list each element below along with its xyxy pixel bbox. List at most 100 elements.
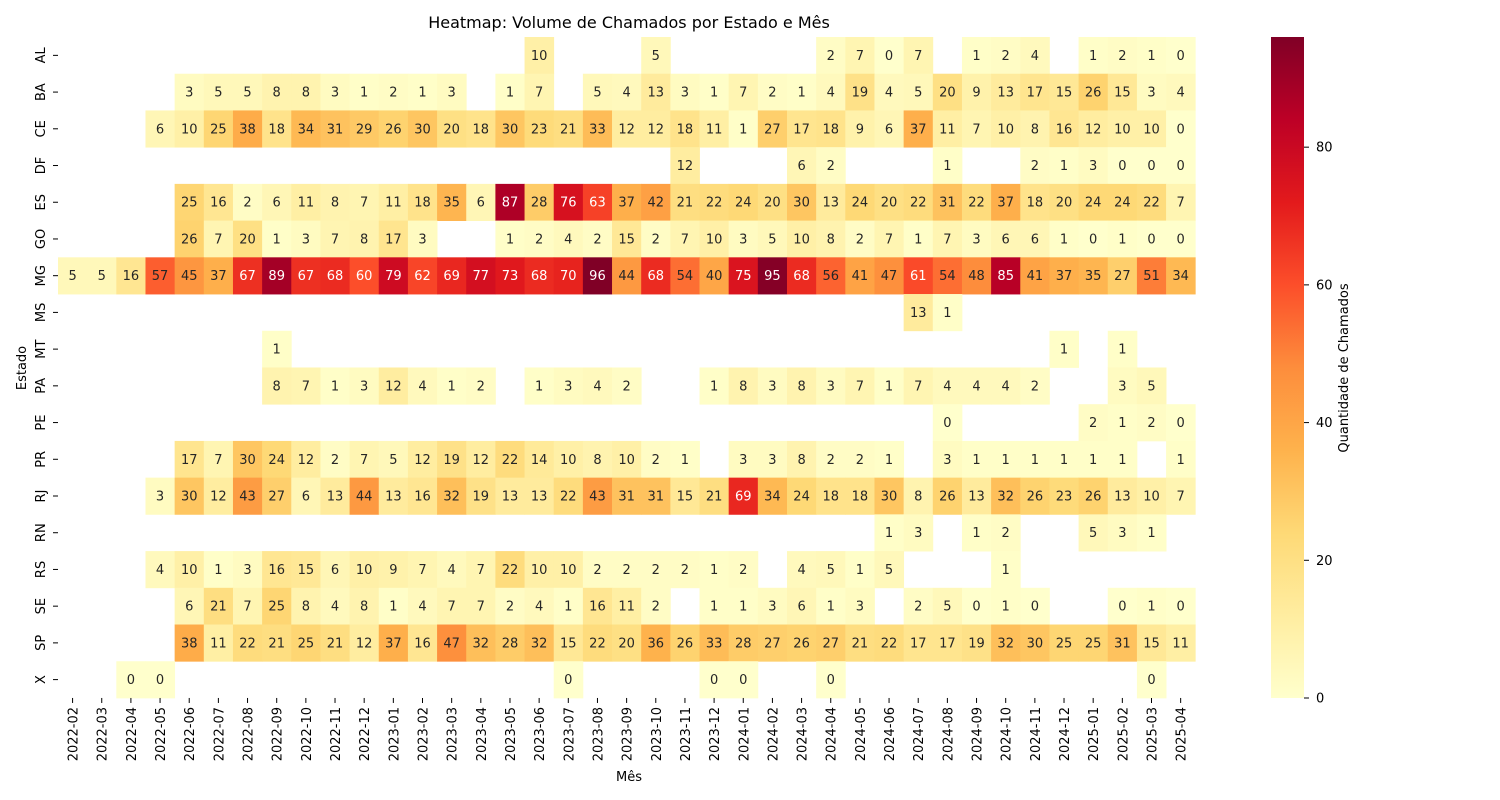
heatmap-cell [262,440,292,479]
cell-value-label: 24 [793,490,810,505]
heatmap-cell [1020,257,1050,295]
heatmap-cell [641,440,671,479]
cell-value-label: 7 [214,232,222,247]
heatmap-cell [816,110,846,148]
heatmap-cell [1136,624,1167,662]
heatmap-cell [320,73,350,111]
cell-value-label: 2 [1002,526,1010,541]
heatmap-cell [903,257,934,295]
heatmap-cell [349,183,380,221]
heatmap-cell [991,220,1021,258]
heatmap-cell [816,587,846,625]
heatmap-cell [961,367,992,405]
cell-value-label: 25 [298,636,315,651]
cell-value-label: 3 [739,453,747,468]
heatmap-cell [145,257,176,295]
heatmap-cell [932,220,963,258]
cell-value-label: 1 [1089,49,1097,64]
y-tick-label: SP [34,635,49,651]
cell-value-label: 17 [793,122,810,137]
cell-value-label: 9 [856,122,864,137]
cell-value-label: 22 [589,636,606,651]
heatmap-cell [1078,257,1109,295]
heatmap-cell [524,257,555,295]
heatmap-cell [1078,514,1109,552]
heatmap-cell [291,73,321,111]
cell-value-label: 1 [1060,343,1068,358]
x-tick-label: 2022-09 [271,707,286,761]
heatmap-cell [816,37,846,75]
heatmap-cell [1136,220,1167,258]
cell-value-label: 8 [827,232,835,247]
cell-value-label: 75 [735,269,752,284]
cell-value-label: 34 [298,122,315,137]
cell-value-label: 17 [1027,86,1044,101]
heatmap-cell [203,440,234,479]
heatmap-cell [641,183,671,221]
heatmap-cell [495,477,525,515]
cell-value-label: 0 [1118,159,1126,174]
heatmap-cell [932,404,963,442]
cell-value-label: 11 [385,196,402,211]
heatmap-cell [612,257,642,295]
cell-value-label: 7 [243,600,251,615]
cell-value-label: 16 [589,600,606,615]
heatmap-cell [291,440,321,479]
cell-value-label: 6 [797,159,805,174]
cell-value-label: 22 [502,453,519,468]
cell-value-label: 27 [764,636,781,651]
heatmap-cell [1078,477,1109,515]
cell-value-label: 10 [531,563,548,578]
heatmap-cell [1049,257,1079,295]
cell-value-label: 4 [1177,86,1185,101]
heatmap-cell [961,110,992,148]
cell-value-label: 8 [273,86,281,101]
heatmap-cell [932,183,963,221]
cell-value-label: 1 [1118,453,1126,468]
heatmap-cell [466,367,496,405]
cell-value-label: 10 [1143,490,1160,505]
heatmap-cell [1020,477,1050,515]
cell-value-label: 17 [385,232,402,247]
heatmap-cell [1166,587,1196,625]
heatmap-cell [1136,183,1167,221]
cell-value-label: 7 [331,232,339,247]
cell-value-label: 1 [1060,232,1068,247]
cell-value-label: 4 [448,563,456,578]
cell-value-label: 0 [1147,232,1155,247]
cell-value-label: 3 [564,379,572,394]
heatmap-cell [1020,367,1050,405]
heatmap-cell [903,587,934,625]
heatmap-cell [670,147,700,185]
heatmap-cell [816,183,846,221]
heatmap-cell [1078,624,1109,662]
heatmap-cell [495,440,525,479]
cell-value-label: 5 [593,86,601,101]
heatmap-cell [349,110,380,148]
heatmap-cell [524,183,555,221]
heatmap-cell [320,477,350,515]
heatmap-cell [670,477,700,515]
cell-value-label: 1 [943,159,951,174]
cell-value-label: 7 [943,232,951,247]
cell-value-label: 13 [648,86,665,101]
x-tick-label: 2022-11 [329,707,344,761]
x-tick-label: 2023-03 [446,707,461,761]
x-tick-label: 2024-08 [941,707,956,761]
cell-value-label: 25 [1056,636,1073,651]
heatmap-cell [670,73,700,111]
cell-value-label: 2 [243,196,251,211]
heatmap-cell [145,110,176,148]
y-tick-label: MS [34,303,49,322]
heatmap-cell [349,73,380,111]
cell-value-label: 3 [156,490,164,505]
heatmap-cell [932,440,963,479]
heatmap-cell [961,257,992,295]
cell-value-label: 1 [710,379,718,394]
cell-value-label: 68 [793,269,810,284]
cell-value-label: 70 [560,269,577,284]
cell-value-label: 8 [797,379,805,394]
heatmap-cell [816,661,846,699]
heatmap-cell [641,220,671,258]
cell-value-label: 1 [360,86,368,101]
